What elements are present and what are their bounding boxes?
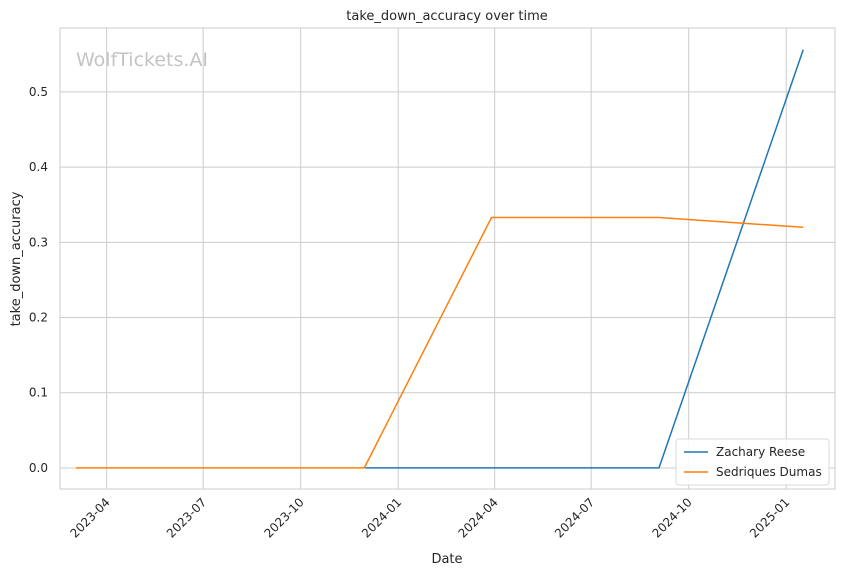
y-tick-label: 0.2 <box>29 311 48 325</box>
y-tick-label: 0.5 <box>29 85 48 99</box>
y-tick-label: 0.4 <box>29 160 48 174</box>
legend-box <box>675 438 830 486</box>
x-axis-label: Date <box>431 552 462 567</box>
y-tick-label: 0.0 <box>29 461 48 475</box>
watermark: WolfTickets.AI <box>76 49 208 71</box>
plot-area-frame <box>59 27 836 490</box>
y-tick-label: 0.1 <box>29 386 48 400</box>
legend: Zachary Reese Sedriques Dumas <box>675 438 830 486</box>
y-tick-labels: 0.0 0.1 0.2 0.3 0.4 0.5 <box>29 85 48 475</box>
series-line-2 <box>75 216 804 469</box>
y-axis-label: take_down_accuracy <box>9 191 24 326</box>
legend-label: Zachary Reese <box>716 445 805 459</box>
series-line-1 <box>365 49 804 469</box>
legend-label: Sedriques Dumas <box>716 465 822 479</box>
chart-title: take_down_accuracy over time <box>346 9 547 24</box>
y-tick-label: 0.3 <box>29 235 48 249</box>
series-lines <box>75 49 804 469</box>
